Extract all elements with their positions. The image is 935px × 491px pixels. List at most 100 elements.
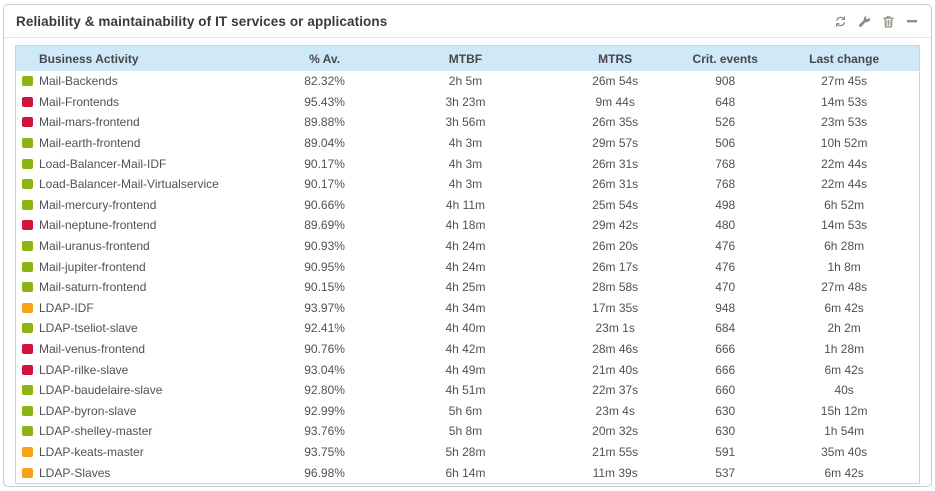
status-square-icon <box>22 282 33 293</box>
mtrs-value: 26m 35s <box>592 115 639 130</box>
last-change-value: 1h 54m <box>824 424 865 439</box>
table-row[interactable]: LDAP-Slaves 96.98% 6h 14m 11m 39s 537 6m… <box>16 462 920 483</box>
availability-value: 89.69% <box>304 218 345 233</box>
mtbf-value: 2h 5m <box>448 74 483 89</box>
activity-name: Mail-Backends <box>39 74 118 89</box>
mtrs-value: 26m 31s <box>592 177 639 192</box>
mtrs-value: 26m 54s <box>592 74 639 89</box>
mtbf-value: 4h 24m <box>445 259 486 274</box>
table-row[interactable]: Mail-Frontends 95.43% 3h 23m 9m 44s 648 … <box>16 92 920 113</box>
table-row[interactable]: Mail-venus-frontend 90.76% 4h 42m 28m 46… <box>16 339 920 360</box>
crit-events-value: 768 <box>715 177 736 192</box>
last-change-value: 15h 12m <box>820 403 868 418</box>
status-square-icon <box>22 467 33 478</box>
table-row[interactable]: LDAP-keats-master 93.75% 5h 28m 21m 55s … <box>16 442 920 463</box>
table-row[interactable]: Mail-mercury-frontend 90.66% 4h 11m 25m … <box>16 195 920 216</box>
column-header-business-activity[interactable]: Business Activity <box>15 45 268 71</box>
table-row[interactable]: LDAP-byron-slave 92.99% 5h 6m 23m 4s 630… <box>16 401 920 422</box>
mtbf-value: 4h 40m <box>445 321 486 336</box>
mtbf-value: 5h 28m <box>445 444 486 459</box>
trash-icon[interactable] <box>881 14 895 28</box>
status-square-icon <box>22 344 33 355</box>
column-header-mtbf[interactable]: MTBF <box>381 45 550 71</box>
table-row[interactable]: LDAP-rilke-slave 93.04% 4h 49m 21m 40s 6… <box>16 359 920 380</box>
status-square-icon <box>22 199 33 210</box>
table-row[interactable]: LDAP-tseliot-slave 92.41% 4h 40m 23m 1s … <box>16 318 920 339</box>
availability-value: 96.98% <box>304 465 345 480</box>
table-row[interactable]: Mail-earth-frontend 89.04% 4h 3m 29m 57s… <box>16 133 920 154</box>
crit-events-value: 506 <box>715 136 736 151</box>
availability-value: 82.32% <box>304 74 345 89</box>
activity-name: Mail-mercury-frontend <box>39 197 157 212</box>
mtrs-value: 11m 39s <box>592 465 638 480</box>
table-row[interactable]: Mail-neptune-frontend 89.69% 4h 18m 29m … <box>16 215 920 236</box>
last-change-value: 1h 28m <box>824 342 865 357</box>
mtbf-value: 4h 51m <box>445 383 486 398</box>
minimize-icon[interactable] <box>905 14 919 28</box>
status-square-icon <box>22 405 33 416</box>
availability-value: 93.75% <box>304 444 345 459</box>
widget-header: Reliability & maintainability of IT serv… <box>4 5 931 38</box>
mtrs-value: 22m 37s <box>592 383 639 398</box>
last-change-value: 6m 42s <box>824 362 864 377</box>
mtrs-value: 17m 35s <box>592 300 639 315</box>
column-header-last-change[interactable]: Last change <box>769 45 920 71</box>
availability-value: 92.41% <box>304 321 345 336</box>
activity-name: Mail-neptune-frontend <box>39 218 157 233</box>
mtbf-value: 4h 3m <box>448 177 483 192</box>
mtbf-value: 4h 24m <box>445 239 486 254</box>
activity-name: LDAP-shelley-master <box>39 424 153 439</box>
table-row[interactable]: Mail-uranus-frontend 90.93% 4h 24m 26m 2… <box>16 236 920 257</box>
mtrs-value: 9m 44s <box>595 94 635 109</box>
wrench-icon[interactable] <box>857 14 871 28</box>
column-header-availability[interactable]: % Av. <box>267 45 382 71</box>
table-row[interactable]: Mail-saturn-frontend 90.15% 4h 25m 28m 5… <box>16 277 920 298</box>
crit-events-value: 470 <box>715 280 736 295</box>
crit-events-value: 476 <box>715 239 736 254</box>
status-square-icon <box>22 76 33 87</box>
mtbf-value: 6h 14m <box>445 465 486 480</box>
crit-events-value: 648 <box>715 94 736 109</box>
crit-events-value: 908 <box>715 74 736 89</box>
crit-events-value: 630 <box>715 424 736 439</box>
table-row[interactable]: Mail-jupiter-frontend 90.95% 4h 24m 26m … <box>16 256 920 277</box>
last-change-value: 6m 42s <box>824 465 864 480</box>
table-row[interactable]: LDAP-baudelaire-slave 92.80% 4h 51m 22m … <box>16 380 920 401</box>
last-change-value: 22m 44s <box>821 177 868 192</box>
activity-name: LDAP-byron-slave <box>39 403 137 418</box>
widget-title: Reliability & maintainability of IT serv… <box>16 13 388 29</box>
activity-name: Mail-mars-frontend <box>39 115 140 130</box>
table-row[interactable]: Load-Balancer-Mail-Virtualservice 90.17%… <box>16 174 920 195</box>
crit-events-value: 537 <box>715 465 736 480</box>
last-change-value: 27m 45s <box>821 74 868 89</box>
mtbf-value: 4h 18m <box>445 218 486 233</box>
table-row[interactable]: Mail-mars-frontend 89.88% 3h 56m 26m 35s… <box>16 112 920 133</box>
refresh-icon[interactable] <box>833 14 847 28</box>
availability-value: 90.66% <box>304 197 345 212</box>
last-change-value: 14m 53s <box>821 218 868 233</box>
activity-name: Mail-venus-frontend <box>39 342 146 357</box>
column-header-crit-events[interactable]: Crit. events <box>681 45 770 71</box>
crit-events-value: 591 <box>715 444 736 459</box>
activity-name: LDAP-Slaves <box>39 465 111 480</box>
last-change-value: 35m 40s <box>821 444 868 459</box>
crit-events-value: 480 <box>715 218 736 233</box>
crit-events-value: 666 <box>715 362 736 377</box>
availability-value: 90.17% <box>304 177 345 192</box>
availability-value: 93.76% <box>304 424 345 439</box>
table-row[interactable]: Mail-Backends 82.32% 2h 5m 26m 54s 908 2… <box>16 71 920 92</box>
last-change-value: 14m 53s <box>821 94 868 109</box>
table-row[interactable]: Load-Balancer-Mail-IDF 90.17% 4h 3m 26m … <box>16 153 920 174</box>
activity-name: Mail-saturn-frontend <box>39 280 147 295</box>
table-row[interactable]: LDAP-shelley-master 93.76% 5h 8m 20m 32s… <box>16 421 920 442</box>
table-row[interactable]: LDAP-IDF 93.97% 4h 34m 17m 35s 948 6m 42… <box>16 298 920 319</box>
crit-events-value: 768 <box>715 156 736 171</box>
activity-name: Load-Balancer-Mail-IDF <box>39 156 167 171</box>
last-change-value: 40s <box>834 383 854 398</box>
mtrs-value: 21m 40s <box>592 362 639 377</box>
status-square-icon <box>22 323 33 334</box>
crit-events-value: 684 <box>715 321 736 336</box>
availability-value: 89.88% <box>304 115 345 130</box>
last-change-value: 22m 44s <box>821 156 868 171</box>
column-header-mtrs[interactable]: MTRS <box>549 45 682 71</box>
